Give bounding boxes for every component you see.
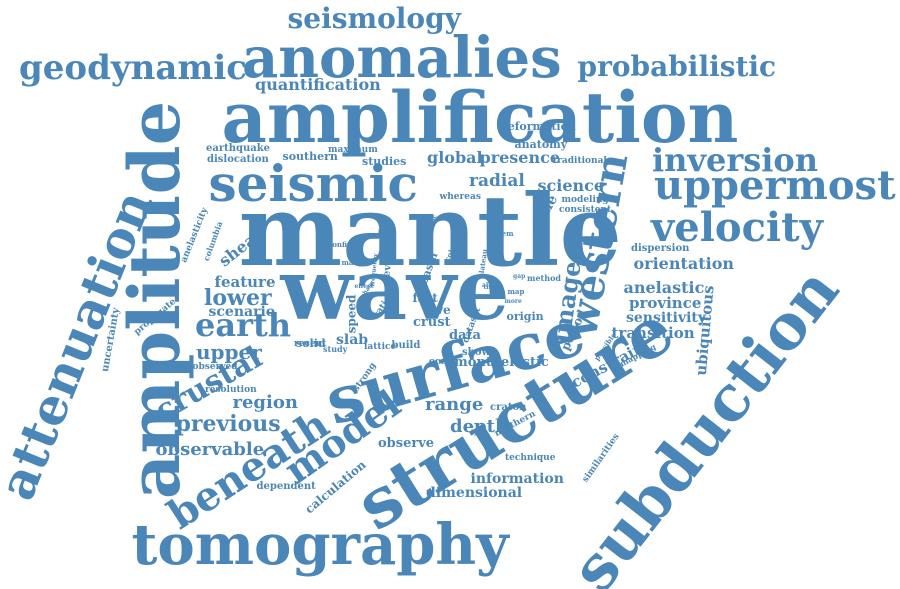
word-lattice: lattice (364, 341, 397, 352)
word-speed: speed (343, 294, 358, 334)
word-observe: observe (378, 435, 435, 451)
word-anomalies: anomalies (242, 25, 562, 91)
word-effect: effect (354, 283, 374, 290)
word-study: study (323, 344, 348, 354)
word-transition: transition (611, 323, 695, 342)
word-resolution: resolution (205, 384, 257, 395)
word-province: province (629, 293, 702, 312)
word-amplification: amplification (221, 76, 739, 159)
word-slab: slab (336, 332, 369, 348)
word-origin: origin (506, 309, 544, 323)
word-technique: technique (505, 452, 556, 463)
word-earth: earth (195, 306, 291, 344)
word-radial: radial (469, 170, 525, 191)
word-mode: mode (378, 228, 397, 235)
word-anelastic: anelastic (623, 278, 705, 297)
word-studies: studies (362, 154, 407, 168)
word-maximum: maximum (328, 144, 378, 155)
word-craton: craton (490, 402, 527, 413)
word-consistent: consistent (559, 204, 612, 215)
word-elastic: elastic (501, 354, 549, 370)
word-monte: monte (454, 354, 501, 370)
word-inversion: inversion (652, 141, 819, 179)
word-wave: wave (280, 240, 510, 339)
word-region: region (232, 392, 298, 413)
word-lower: lower (204, 285, 272, 311)
word-ocean: ocean (429, 356, 459, 367)
word-method: method (527, 273, 561, 283)
word-map: map (507, 286, 525, 296)
word-sensitivity: sensitivity (626, 310, 707, 326)
word-confirm: confirm (328, 239, 359, 249)
word-fast: fast (412, 291, 438, 305)
word-dependent: dependent (256, 481, 316, 492)
word-crust: crust (413, 314, 451, 330)
word-many: many (341, 257, 363, 267)
word-science: science (537, 176, 605, 195)
word-uppermost: uppermost (654, 162, 896, 209)
word-earthquake: earthquake (206, 143, 271, 154)
word-mantle: mantle (238, 174, 622, 289)
word-information: information (470, 471, 564, 487)
word-feature: feature (214, 272, 276, 291)
word-recent: recent (294, 338, 327, 349)
word-time: time (483, 284, 499, 291)
word-dispersion: dispersion (631, 243, 690, 254)
word-build: build (391, 340, 421, 351)
word-allow: allow (482, 282, 500, 289)
word-depth: depth (450, 416, 509, 437)
word-solid: solid (296, 336, 326, 350)
word-whereas: whereas (439, 191, 481, 202)
word-velocity: velocity (651, 204, 823, 251)
word-observed: observed (192, 361, 238, 372)
word-show: show (462, 347, 491, 358)
word-observable: observable (155, 439, 265, 460)
word-probabilistic: probabilistic (577, 50, 777, 83)
word-geodynamic: geodynamic (19, 48, 247, 88)
word-anatomy: anatomy (514, 137, 568, 151)
word-orientation: orientation (633, 254, 735, 273)
word-scenario: scenario (208, 304, 276, 320)
word-similarities: similarities (580, 431, 622, 485)
word-tomography: tomography (131, 512, 509, 578)
word-love: love (423, 303, 451, 317)
word-previous: previous (175, 411, 281, 437)
word-upper: upper (196, 340, 262, 364)
word-seismic: seismic (208, 154, 418, 213)
word-range: range (425, 394, 484, 415)
word-system: system (486, 228, 514, 238)
word-gap: gap (513, 273, 526, 280)
word-quantification: quantification (255, 75, 381, 94)
word-dimensional: dimensional (426, 485, 523, 501)
word-global: global (427, 148, 483, 167)
word-traditional: traditional (553, 155, 607, 166)
word-seismology: seismology (287, 2, 461, 35)
word-deformation: deformation (500, 119, 576, 133)
word-more: more (504, 298, 522, 305)
word-southern: southern (282, 149, 338, 163)
word-data: data (449, 327, 481, 343)
word-modeling: modeling (561, 194, 609, 205)
word-dislocation: dislocation (207, 154, 269, 165)
word-presence: presence (479, 148, 561, 167)
